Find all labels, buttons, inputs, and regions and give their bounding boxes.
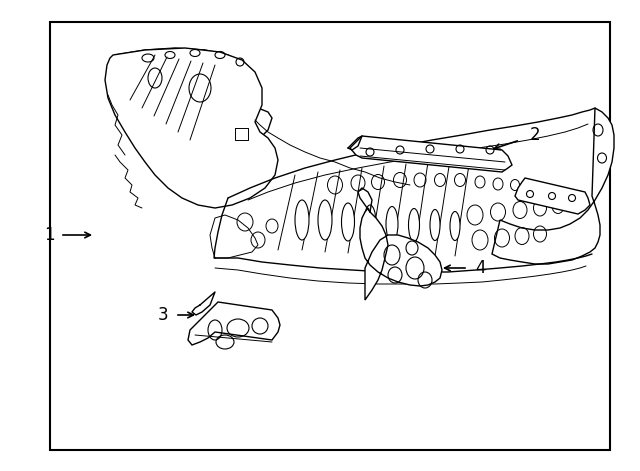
Polygon shape	[360, 208, 442, 300]
Ellipse shape	[295, 200, 309, 240]
Polygon shape	[492, 108, 614, 264]
Polygon shape	[105, 48, 278, 208]
Ellipse shape	[386, 206, 398, 242]
Text: 3: 3	[157, 306, 168, 324]
Text: 1: 1	[44, 226, 55, 244]
Polygon shape	[112, 48, 272, 155]
Polygon shape	[515, 178, 590, 214]
Ellipse shape	[318, 200, 332, 240]
Ellipse shape	[450, 211, 460, 241]
Polygon shape	[350, 136, 512, 172]
Ellipse shape	[408, 209, 419, 242]
Ellipse shape	[342, 203, 355, 241]
Ellipse shape	[364, 205, 376, 241]
Text: 4: 4	[475, 259, 486, 277]
Bar	[50, 22, 610, 450]
Text: 2: 2	[530, 126, 541, 144]
Polygon shape	[188, 302, 280, 345]
Ellipse shape	[430, 210, 440, 241]
